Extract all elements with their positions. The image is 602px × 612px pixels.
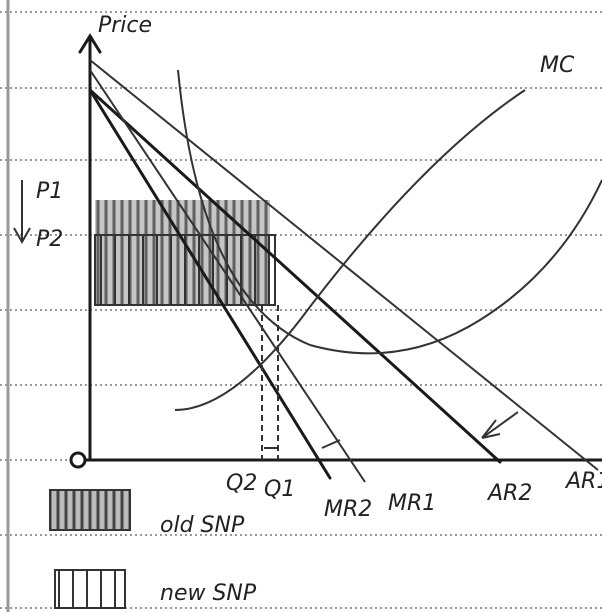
ar1-label: AR1: [564, 469, 602, 494]
p1-label: P1: [36, 179, 63, 204]
legend-label-old: old SNP: [160, 513, 245, 538]
mr2-label: MR2: [324, 497, 372, 522]
y-axis-label: Price: [98, 13, 152, 38]
mc-label: MC: [540, 53, 575, 78]
q2-label: Q2: [226, 471, 257, 496]
p2-label: P2: [36, 227, 63, 252]
ar2-label: AR2: [486, 481, 532, 506]
diagram: Price MC P1 P2 Q2 Q1 MR2 MR1 AR2 AR1 old…: [0, 0, 602, 612]
legend-swatch-new: [55, 570, 125, 608]
q1-label: Q1: [264, 477, 295, 502]
legend-label-new: new SNP: [160, 581, 257, 606]
legend-swatch-old: [50, 490, 130, 530]
mr1-label: MR1: [388, 491, 436, 516]
